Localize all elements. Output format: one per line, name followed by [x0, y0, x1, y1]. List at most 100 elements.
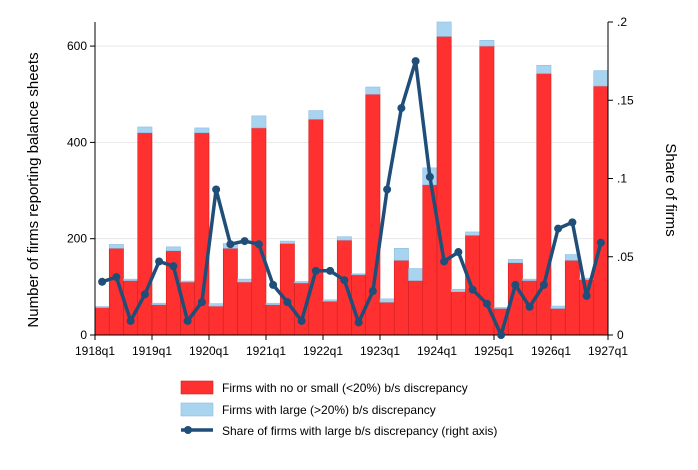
bar-small-discrepancy-1925q4 [536, 73, 552, 336]
bar-small-discrepancy-1922q2 [336, 239, 352, 336]
share-point-1926q3 [582, 291, 591, 300]
share-point-1918q3 [126, 316, 135, 325]
bar-small-discrepancy-1918q1 [94, 307, 110, 336]
y-tick-label-200: 200 [67, 232, 87, 246]
share-point-1925q2 [511, 280, 520, 289]
x-tick-label-1918q1: 1918q1 [75, 344, 115, 358]
bar-series [94, 21, 609, 336]
bar-small-discrepancy-1923q1 [379, 301, 395, 336]
y2-tick-label-2: .1 [617, 172, 627, 186]
legend-swatch-share-marker [184, 426, 192, 434]
bar-small-discrepancy-1921q2 [279, 243, 295, 336]
share-point-1921q4 [311, 266, 320, 275]
share-point-1922q4 [368, 287, 377, 296]
bar-small-discrepancy-1921q4 [308, 118, 324, 336]
bar-large-discrepancy-1921q2 [279, 240, 295, 244]
legend-label-small-discrepancy: Firms with no or small (<20%) b/s discre… [222, 381, 468, 395]
bar-large-discrepancy-1920q4 [251, 115, 267, 129]
bar-large-discrepancy-1926q4 [593, 70, 609, 87]
bar-small-discrepancy-1924q1 [436, 36, 452, 336]
share-point-1923q4 [425, 172, 434, 181]
bar-large-discrepancy-1925q4 [536, 65, 552, 74]
axes: 0 200 400 600 0 .05 .1 .15 .2 1918q1 1919q1 1920q1 1… [67, 15, 634, 358]
bar-large-discrepancy-1918q2 [108, 244, 124, 249]
bar-small-discrepancy-1920q2 [222, 248, 238, 336]
legend: Firms with no or small (<20%) b/s discre… [180, 380, 497, 438]
bar-large-discrepancy-1922q4 [365, 86, 381, 95]
bar-small-discrepancy-1921q1 [265, 304, 281, 336]
bar-large-discrepancy-1924q3 [465, 231, 481, 236]
bar-large-discrepancy-1924q1 [436, 21, 452, 37]
share-point-1919q2 [169, 262, 178, 271]
bar-large-discrepancy-1918q3 [123, 278, 139, 281]
share-point-1926q1 [554, 224, 563, 233]
share-point-1922q3 [354, 318, 363, 327]
y-axis-title: Number of firms reporting balance sheets [25, 52, 42, 327]
bar-large-discrepancy-1919q4 [194, 127, 210, 134]
x-tick-label-1920q1: 1920q1 [189, 344, 229, 358]
bar-large-discrepancy-1922q1 [322, 299, 338, 302]
bar-small-discrepancy-1926q1 [550, 308, 566, 336]
share-point-1921q3 [297, 316, 306, 325]
x-tick-label-1921q1: 1921q1 [246, 344, 286, 358]
share-point-1926q2 [568, 218, 577, 227]
share-point-1918q1 [98, 277, 107, 286]
bar-large-discrepancy-1922q2 [336, 236, 352, 241]
legend-swatch-small-discrepancy [180, 380, 214, 395]
share-point-1925q1 [497, 331, 506, 339]
x-tick-label-1926q1: 1926q1 [531, 344, 571, 358]
share-point-1920q1 [212, 185, 221, 194]
share-point-1922q2 [340, 276, 349, 285]
share-point-1918q2 [112, 273, 121, 282]
bar-small-discrepancy-1926q4 [593, 85, 609, 336]
bar-large-discrepancy-1924q4 [479, 39, 495, 47]
share-point-1924q1 [440, 257, 449, 266]
share-point-1921q2 [283, 298, 292, 307]
share-point-1925q3 [525, 302, 534, 311]
bar-small-discrepancy-1924q2 [450, 291, 466, 336]
bar-large-discrepancy-1925q1 [493, 307, 509, 309]
y2-tick-label-4: .2 [617, 15, 627, 29]
y2-tick-label-1: .05 [617, 250, 634, 264]
share-point-1920q2 [226, 240, 235, 249]
share-point-1923q3 [411, 57, 420, 66]
y2-axis-title: Share of firms [662, 143, 679, 236]
share-point-1919q4 [197, 298, 206, 307]
bar-large-discrepancy-1918q1 [94, 306, 110, 308]
bar-small-discrepancy-1920q3 [237, 281, 253, 336]
share-point-1920q3 [240, 237, 249, 246]
x-tick-label-1927q1: 1927q1 [588, 344, 628, 358]
legend-label-share-line: Share of firms with large b/s discrepanc… [222, 424, 497, 438]
bar-large-discrepancy-1925q3 [522, 278, 538, 281]
share-point-1925q4 [539, 280, 548, 289]
share-point-1926q4 [596, 238, 605, 247]
bar-large-discrepancy-1923q1 [379, 298, 395, 303]
share-line [101, 59, 603, 337]
y2-tick-label-0: 0 [617, 328, 624, 342]
bar-large-discrepancy-1924q2 [450, 288, 466, 292]
bar-small-discrepancy-1924q4 [479, 45, 495, 336]
bar-large-discrepancy-1920q1 [208, 303, 224, 307]
bar-large-discrepancy-1921q3 [294, 281, 310, 284]
share-point-1923q2 [397, 104, 406, 113]
bar-small-discrepancy-1923q2 [393, 260, 409, 336]
x-tick-label-1922q1: 1922q1 [303, 344, 343, 358]
share-point-1924q4 [482, 299, 491, 308]
bar-small-discrepancy-1923q3 [408, 280, 424, 336]
share-point-1923q1 [383, 185, 392, 194]
x-tick-label-1924q1: 1924q1 [417, 344, 457, 358]
bar-large-discrepancy-1920q3 [237, 278, 253, 283]
bar-large-discrepancy-1922q3 [351, 273, 367, 276]
x-tick-label-1919q1: 1919q1 [132, 344, 172, 358]
bar-large-discrepancy-1921q1 [265, 302, 281, 305]
bar-large-discrepancy-1918q4 [137, 126, 153, 134]
bar-large-discrepancy-1921q4 [308, 110, 324, 120]
legend-swatch-large-discrepancy [180, 402, 214, 417]
x-tick-label-1925q1: 1925q1 [474, 344, 514, 358]
x-tick-label-1923q1: 1923q1 [360, 344, 400, 358]
y-tick-label-400: 400 [67, 135, 87, 149]
share-point-1919q1 [155, 257, 164, 266]
